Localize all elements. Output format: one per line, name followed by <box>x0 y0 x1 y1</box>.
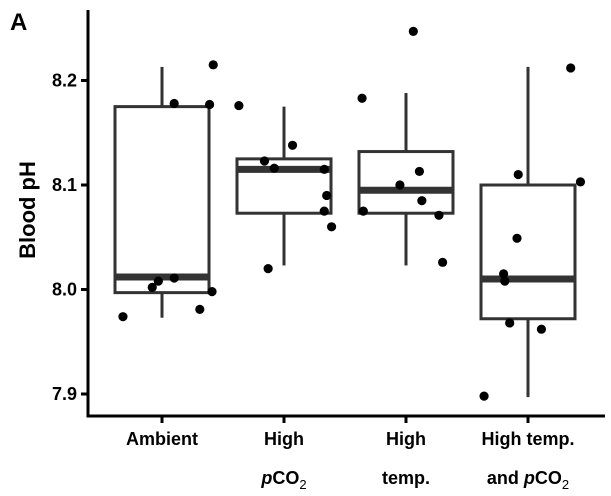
data-point <box>566 63 576 73</box>
y-tick-label: 8.0 <box>52 280 77 300</box>
x-tick-label-line2: temp. <box>382 468 430 488</box>
data-point <box>395 180 405 190</box>
x-tick-label-line2: and pCO2 <box>487 468 569 492</box>
label-subscript: 2 <box>299 477 306 492</box>
label-text: CO <box>272 468 299 488</box>
y-tick-label: 8.2 <box>52 71 77 91</box>
x-tick-label: Ambient <box>126 429 198 449</box>
label-text: CO <box>535 468 562 488</box>
data-point <box>434 210 444 220</box>
data-point <box>414 166 425 177</box>
data-point <box>499 269 509 279</box>
data-point <box>147 282 157 293</box>
iqr-box <box>235 157 333 215</box>
data-point <box>500 276 510 286</box>
data-point <box>319 164 329 174</box>
iqr-box <box>357 150 455 215</box>
x-tick-label-line2: pCO2 <box>260 468 306 492</box>
iqr-box <box>479 183 577 321</box>
data-point <box>259 156 270 166</box>
x-tick-label: High <box>386 429 426 449</box>
y-tick-label: 7.9 <box>52 384 77 404</box>
axes <box>81 10 605 423</box>
y-axis-label: Blood pH <box>15 161 40 259</box>
data-point <box>438 257 448 267</box>
data-point <box>319 206 329 216</box>
data-point <box>479 391 489 401</box>
data-point <box>153 276 163 286</box>
data-point <box>408 26 418 36</box>
data-point <box>358 206 368 216</box>
iqr-box <box>113 105 211 295</box>
label-text: and <box>487 468 524 488</box>
label-italic-p: p <box>523 468 535 488</box>
plot-area <box>113 26 586 401</box>
y-tick-label: 8.1 <box>52 175 77 195</box>
data-point <box>322 190 332 201</box>
data-point <box>118 312 128 322</box>
data-point <box>169 98 179 109</box>
data-point <box>575 177 586 187</box>
data-point <box>417 196 427 206</box>
data-point <box>357 93 367 103</box>
data-point <box>169 273 179 283</box>
data-point <box>207 286 217 297</box>
label-subscript: 2 <box>562 477 569 492</box>
data-point <box>208 60 218 70</box>
data-point <box>505 318 515 328</box>
x-tick-label: High <box>264 429 304 449</box>
data-point <box>195 304 205 314</box>
data-point <box>263 264 273 274</box>
data-point <box>204 99 215 110</box>
data-point <box>536 324 547 334</box>
x-tick-label: High temp. <box>482 429 575 449</box>
data-point <box>269 163 279 173</box>
data-point <box>512 233 522 243</box>
data-point <box>326 222 337 232</box>
data-point <box>234 100 244 111</box>
label-text: temp. <box>382 468 430 488</box>
panel-label: A <box>10 9 27 36</box>
data-point <box>513 169 523 180</box>
label-italic-p: p <box>260 468 272 488</box>
data-point <box>287 140 298 150</box>
